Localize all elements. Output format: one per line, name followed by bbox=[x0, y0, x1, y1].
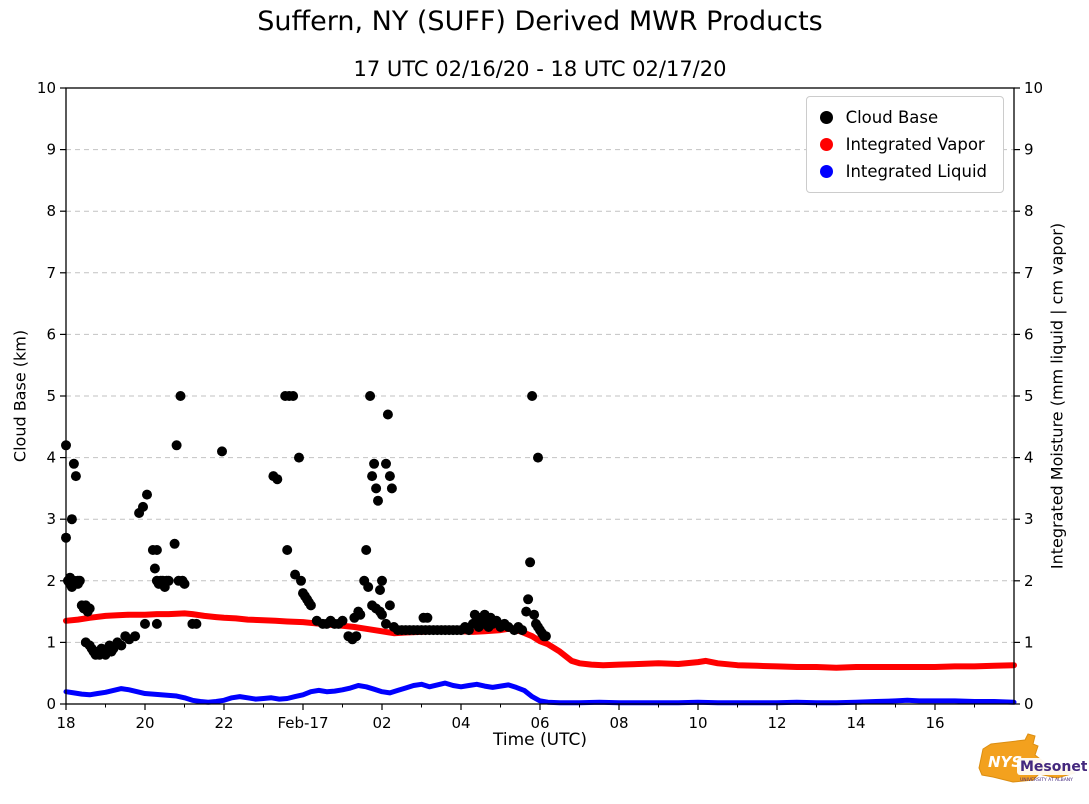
y-axis-label-right: Integrated Moisture (mm liquid | cm vapo… bbox=[1047, 222, 1067, 570]
chart-subtitle: 17 UTC 02/16/20 - 18 UTC 02/17/20 bbox=[353, 57, 727, 81]
svg-text:6: 6 bbox=[1024, 325, 1034, 343]
cloud-base-marker-icon bbox=[819, 111, 833, 124]
svg-text:0: 0 bbox=[46, 695, 56, 713]
y-axis-label-left: Cloud Base (km) bbox=[10, 329, 30, 463]
svg-text:4: 4 bbox=[1024, 449, 1034, 467]
logo-text-background bbox=[1017, 758, 1085, 775]
svg-text:10: 10 bbox=[37, 79, 56, 97]
svg-text:8: 8 bbox=[46, 202, 56, 220]
svg-text:02: 02 bbox=[372, 714, 391, 732]
svg-text:06: 06 bbox=[530, 714, 549, 732]
integrated-vapor-marker-icon bbox=[819, 138, 833, 151]
svg-text:8: 8 bbox=[1024, 202, 1034, 220]
svg-text:5: 5 bbox=[46, 387, 56, 405]
chart-title: Suffern, NY (SUFF) Derived MWR Products bbox=[257, 6, 823, 37]
legend: Cloud Base Integrated Vapor Integrated L… bbox=[805, 96, 1004, 193]
svg-text:9: 9 bbox=[1024, 141, 1034, 159]
svg-text:1: 1 bbox=[46, 633, 56, 651]
legend-item-integrated-vapor: Integrated Vapor bbox=[819, 135, 987, 154]
legend-label-integrated-vapor: Integrated Vapor bbox=[845, 135, 985, 154]
svg-text:Feb-17: Feb-17 bbox=[277, 714, 328, 732]
svg-text:16: 16 bbox=[925, 714, 944, 732]
svg-text:10: 10 bbox=[1024, 79, 1043, 97]
svg-text:0: 0 bbox=[1024, 695, 1034, 713]
x-axis-label: Time (UTC) bbox=[493, 730, 587, 750]
svg-text:2: 2 bbox=[1024, 572, 1034, 590]
svg-text:7: 7 bbox=[1024, 264, 1034, 282]
svg-text:2: 2 bbox=[46, 572, 56, 590]
integrated-liquid-marker-icon bbox=[819, 165, 833, 178]
svg-text:14: 14 bbox=[846, 714, 865, 732]
legend-item-integrated-liquid: Integrated Liquid bbox=[819, 162, 987, 181]
svg-text:18: 18 bbox=[56, 714, 75, 732]
svg-text:20: 20 bbox=[135, 714, 154, 732]
svg-text:10: 10 bbox=[688, 714, 707, 732]
svg-text:7: 7 bbox=[46, 264, 56, 282]
legend-label-cloud-base: Cloud Base bbox=[845, 108, 939, 127]
svg-text:22: 22 bbox=[214, 714, 233, 732]
nys-mesonet-logo: NYS Mesonet UNIVERSITY AT ALBANY bbox=[975, 730, 1088, 796]
logo-mesonet-text: Mesonet bbox=[1020, 759, 1087, 775]
svg-text:3: 3 bbox=[46, 510, 56, 528]
logo-subtext: UNIVERSITY AT ALBANY bbox=[1020, 777, 1073, 783]
svg-text:6: 6 bbox=[46, 325, 56, 343]
nys-mesonet-logo-svg: NYS Mesonet UNIVERSITY AT ALBANY bbox=[978, 733, 1088, 783]
legend-label-integrated-liquid: Integrated Liquid bbox=[845, 162, 987, 181]
svg-text:12: 12 bbox=[767, 714, 786, 732]
svg-text:3: 3 bbox=[1024, 510, 1034, 528]
svg-text:08: 08 bbox=[609, 714, 628, 732]
svg-text:5: 5 bbox=[1024, 387, 1034, 405]
svg-text:9: 9 bbox=[46, 141, 56, 159]
svg-text:4: 4 bbox=[46, 449, 56, 467]
svg-text:04: 04 bbox=[451, 714, 470, 732]
svg-text:1: 1 bbox=[1024, 633, 1034, 651]
legend-item-cloud-base: Cloud Base bbox=[819, 108, 987, 127]
logo-nys-text: NYS bbox=[988, 753, 1022, 771]
